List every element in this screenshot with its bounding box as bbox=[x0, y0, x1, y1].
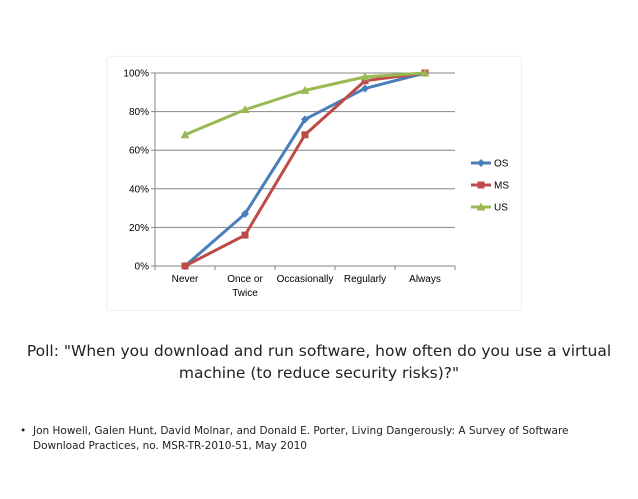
legend-label-os: OS bbox=[494, 159, 509, 170]
legend-marker-us bbox=[476, 202, 486, 211]
chart-container: 0% 20% 40% 60% 80% 100% Never Once or Twice Occas… bbox=[108, 57, 521, 310]
y-tick-label: 60% bbox=[129, 146, 149, 157]
y-tick-label: 100% bbox=[123, 69, 149, 80]
legend-label-ms: MS bbox=[494, 181, 509, 192]
data-point-us bbox=[420, 68, 430, 77]
data-point-us bbox=[240, 105, 250, 114]
y-tick-label: 40% bbox=[129, 184, 149, 195]
line-chart: 0% 20% 40% 60% 80% 100% Never Once or Twice Occas… bbox=[123, 68, 509, 299]
poll-caption: Poll: "When you download and run softwar… bbox=[26, 342, 612, 382]
reference-text: Jon Howell, Galen Hunt, David Molnar, an… bbox=[33, 425, 569, 452]
x-tick-label: Once or Twice bbox=[227, 274, 263, 299]
data-point-os bbox=[301, 115, 309, 124]
data-point-ms bbox=[181, 262, 189, 270]
x-tick-label: Regularly bbox=[344, 274, 386, 285]
data-point-ms bbox=[241, 231, 249, 239]
series-line-ms bbox=[184, 71, 426, 268]
data-point-os bbox=[241, 209, 249, 218]
x-tick-label: Always bbox=[409, 274, 441, 285]
x-tick-label: Never bbox=[172, 274, 199, 285]
data-point-ms bbox=[361, 77, 369, 85]
legend-marker-os bbox=[477, 159, 485, 167]
series-line-os bbox=[184, 71, 426, 268]
y-tick-label: 0% bbox=[135, 262, 150, 273]
bullet-icon: • bbox=[20, 425, 27, 437]
x-tick-label: Occasionally bbox=[277, 274, 334, 285]
data-point-us bbox=[360, 72, 370, 81]
legend-label-us: US bbox=[494, 203, 508, 214]
legend-marker-ms bbox=[477, 181, 485, 189]
data-point-us bbox=[300, 85, 310, 94]
data-point-ms bbox=[301, 131, 309, 139]
reference-item: • Jon Howell, Galen Hunt, David Molnar, … bbox=[20, 424, 600, 454]
data-point-us bbox=[180, 130, 190, 139]
y-tick-label: 80% bbox=[129, 107, 149, 118]
y-tick-label: 20% bbox=[129, 223, 149, 234]
data-point-os bbox=[361, 84, 369, 93]
